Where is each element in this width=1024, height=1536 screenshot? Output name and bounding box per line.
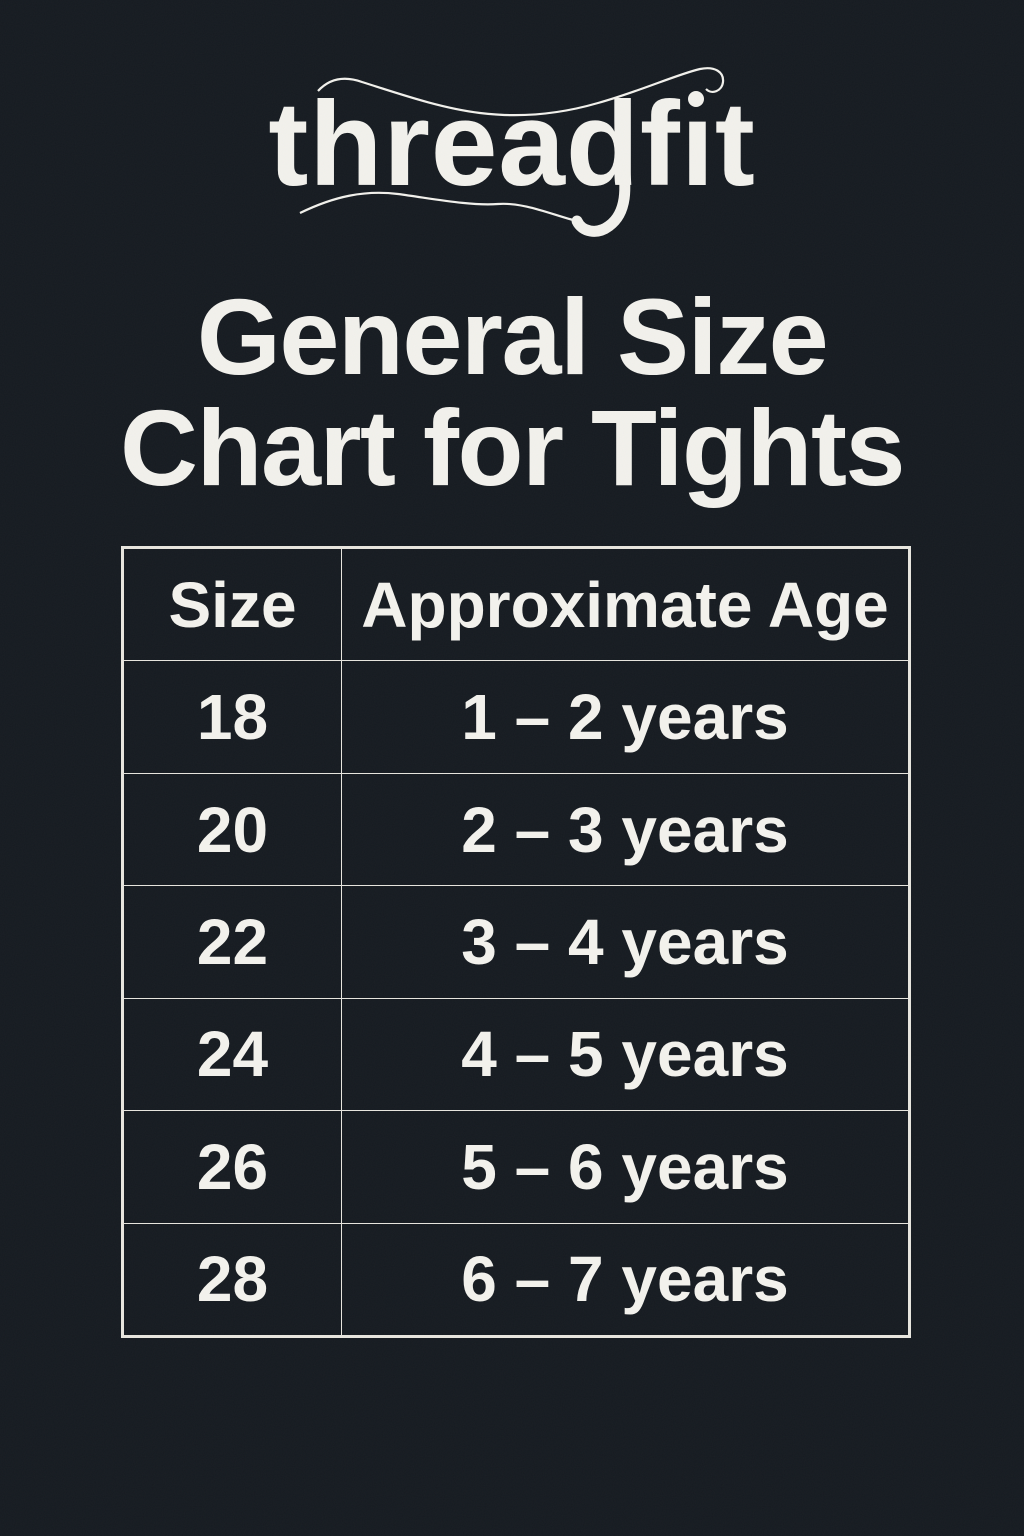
svg-text:threadfıt: threadfıt (268, 77, 755, 211)
